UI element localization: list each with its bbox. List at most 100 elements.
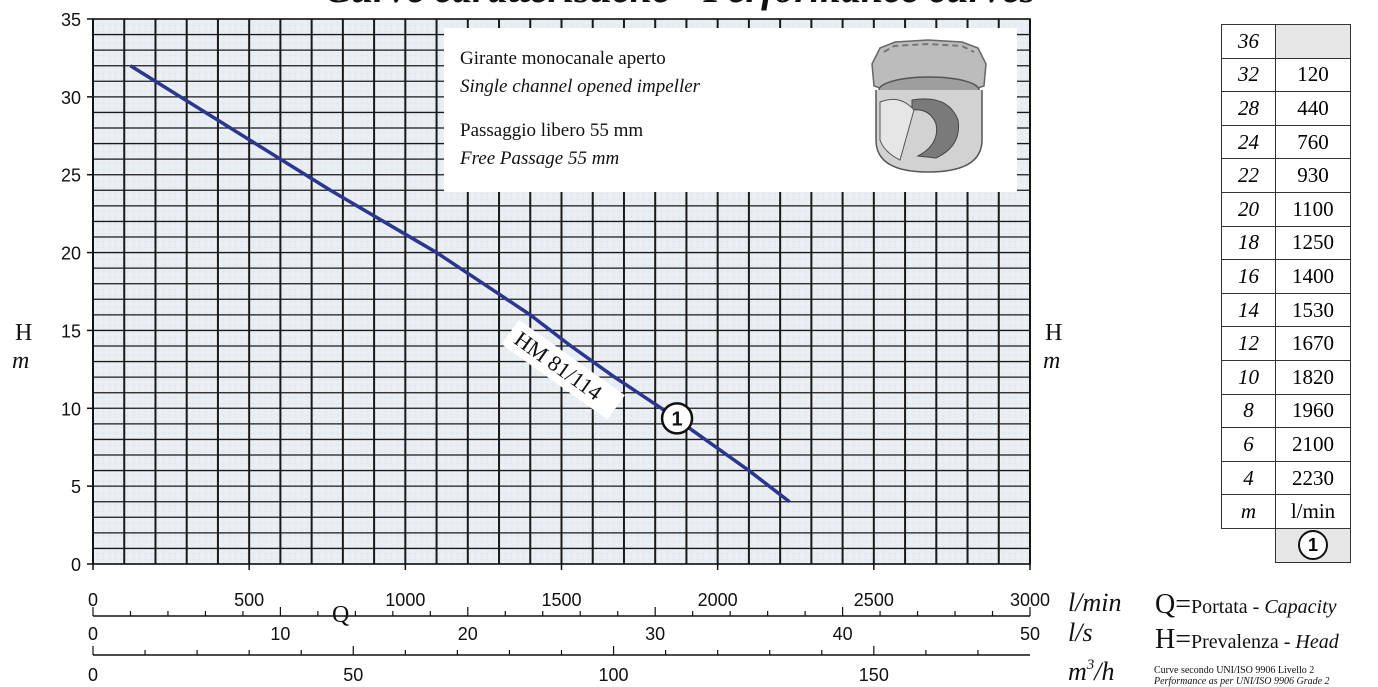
y-tick-label: 10 <box>61 399 81 419</box>
x2-tick-label: 10 <box>270 624 290 644</box>
x-tick-label: 2000 <box>698 590 738 610</box>
info-passage-en: Free Passage 55 mm <box>459 148 619 169</box>
y-tick-label: 30 <box>61 88 81 108</box>
table-row: 28 440 <box>1221 91 1351 126</box>
x-tick-label: 1500 <box>541 590 581 610</box>
table-cell-flow: 930 <box>1275 158 1351 193</box>
table-cell-flow: 1530 <box>1275 292 1351 328</box>
table-unit-row: m l/min <box>1221 494 1351 529</box>
y-tick-label: 5 <box>71 477 81 497</box>
series-label-bg <box>501 319 625 420</box>
table-row: 14 1530 <box>1221 292 1351 328</box>
table-cell-flow: 2230 <box>1275 460 1351 496</box>
series-marker-label: 1 <box>672 408 683 430</box>
table-cell-head: 10 <box>1221 359 1276 395</box>
y-tick-label: 25 <box>61 166 81 186</box>
table-cell-flow: 1670 <box>1275 326 1351 361</box>
table-cell-head: 8 <box>1221 393 1276 429</box>
series-marker-circle <box>660 402 694 435</box>
table-cell-flow: 1960 <box>1275 393 1351 429</box>
table-row: 10 1820 <box>1221 359 1351 395</box>
y-tick-label: 15 <box>61 321 81 341</box>
table-unit-head: m <box>1221 494 1276 529</box>
norm-note-it: Curve secondo UNI/ISO 9906 Livello 2 <box>1154 665 1314 676</box>
x-tick-label: 0 <box>88 590 98 610</box>
x3-tick-label: 0 <box>88 665 98 685</box>
table-row: 16 1400 <box>1221 259 1351 294</box>
table-cell-head: 4 <box>1221 460 1276 496</box>
x-axis-unit-ls: l/s <box>1068 618 1093 647</box>
performance-table: 36 32 120 28 440 24 760 22 930 20 1100 18 1250 16 1400… <box>1221 24 1351 563</box>
x-tick-label: 500 <box>234 590 264 610</box>
y-axis-letter-left: H <box>15 320 32 346</box>
norm-note-en: Performance as per UNI/ISO 9906 Grade 2 <box>1153 676 1330 687</box>
table-cell-flow: 760 <box>1275 124 1351 160</box>
x-tick-label: 1000 <box>385 590 425 610</box>
y-axis-unit-right: H m <box>1043 320 1062 374</box>
table-cell-flow: 2100 <box>1275 427 1351 462</box>
table-row: 12 1670 <box>1221 326 1351 361</box>
table-cell-head: 36 <box>1221 24 1276 59</box>
table-row: 8 1960 <box>1221 393 1351 429</box>
x2-tick-label: 0 <box>88 624 98 644</box>
table-cell-flow: 1100 <box>1275 191 1351 227</box>
table-marker-label: 1 <box>1298 530 1328 561</box>
grid <box>92 18 1031 565</box>
table-cell-flow <box>1275 24 1351 59</box>
table-cell-head: 16 <box>1221 259 1276 294</box>
table-row: 32 120 <box>1221 57 1351 93</box>
info-passage-it: Passaggio libero 55 mm <box>460 120 643 141</box>
x3-tick-label: 50 <box>343 665 363 685</box>
table-cell-flow: 120 <box>1275 57 1351 93</box>
y-axis-unit-left-m: m <box>12 348 29 374</box>
x2-tick-label: 50 <box>1020 624 1040 644</box>
table-row: 22 930 <box>1221 158 1351 193</box>
table-row: 24 760 <box>1221 124 1351 160</box>
x2-tick-label: 20 <box>458 624 478 644</box>
impeller-image <box>871 39 987 173</box>
x-tick-label: 2500 <box>854 590 894 610</box>
y-tick-label: 0 <box>71 555 81 575</box>
table-cell-head: 18 <box>1221 225 1276 261</box>
performance-table-body: 36 32 120 28 440 24 760 22 930 20 1100 18 1250 16 1400… <box>1221 24 1351 563</box>
info-impeller-it: Girante monocanale aperto <box>460 48 666 69</box>
table-row: 6 2100 <box>1221 427 1351 462</box>
table-cell-head: 12 <box>1221 326 1276 361</box>
table-cell-head: 28 <box>1221 91 1276 126</box>
table-row: 20 1100 <box>1221 191 1351 227</box>
table-cell-flow: 440 <box>1275 91 1351 126</box>
y-axis-unit-left: H m <box>12 320 32 374</box>
y-tick-label: 35 <box>61 10 81 30</box>
table-cell-head: 14 <box>1221 292 1276 328</box>
x3-tick-label: 150 <box>859 665 889 685</box>
x-tick-label: 3000 <box>1010 590 1050 610</box>
table-row: 18 1250 <box>1221 225 1351 261</box>
legend-head: H=Prevalenza - Head <box>1155 624 1340 655</box>
table-cell-flow: 1400 <box>1275 259 1351 294</box>
table-cell-head: 20 <box>1221 191 1276 227</box>
table-unit-flow: l/min <box>1275 494 1351 529</box>
x-axis-unit-lmin: l/min <box>1068 588 1121 617</box>
table-marker-row: 1 <box>1222 527 1351 563</box>
info-impeller-en: Single channel opened impeller <box>460 76 701 97</box>
table-row: 4 2230 <box>1221 460 1351 496</box>
y-axis-letter-right: H <box>1045 320 1062 346</box>
x-axis-unit-m3h: m3/h <box>1068 657 1115 686</box>
table-row: 36 <box>1221 24 1351 59</box>
table-marker-cell: 1 <box>1275 527 1351 563</box>
series-line-hm-81-114 <box>129 64 791 504</box>
table-cell-head: 22 <box>1221 158 1276 193</box>
y-axis-unit-right-m: m <box>1043 348 1060 374</box>
x3-tick-label: 100 <box>599 665 629 685</box>
table-marker-empty <box>1222 528 1276 562</box>
table-cell-head: 6 <box>1221 427 1276 462</box>
x2-tick-label: 30 <box>645 624 665 644</box>
y-tick-label: 20 <box>61 244 81 264</box>
x2-tick-label: 40 <box>833 624 853 644</box>
table-cell-flow: 1250 <box>1275 225 1351 261</box>
legend-capacity: Q=Portata - Capacity <box>1155 589 1337 620</box>
table-cell-head: 32 <box>1221 57 1276 93</box>
x-axis-letter: Q <box>332 602 349 628</box>
